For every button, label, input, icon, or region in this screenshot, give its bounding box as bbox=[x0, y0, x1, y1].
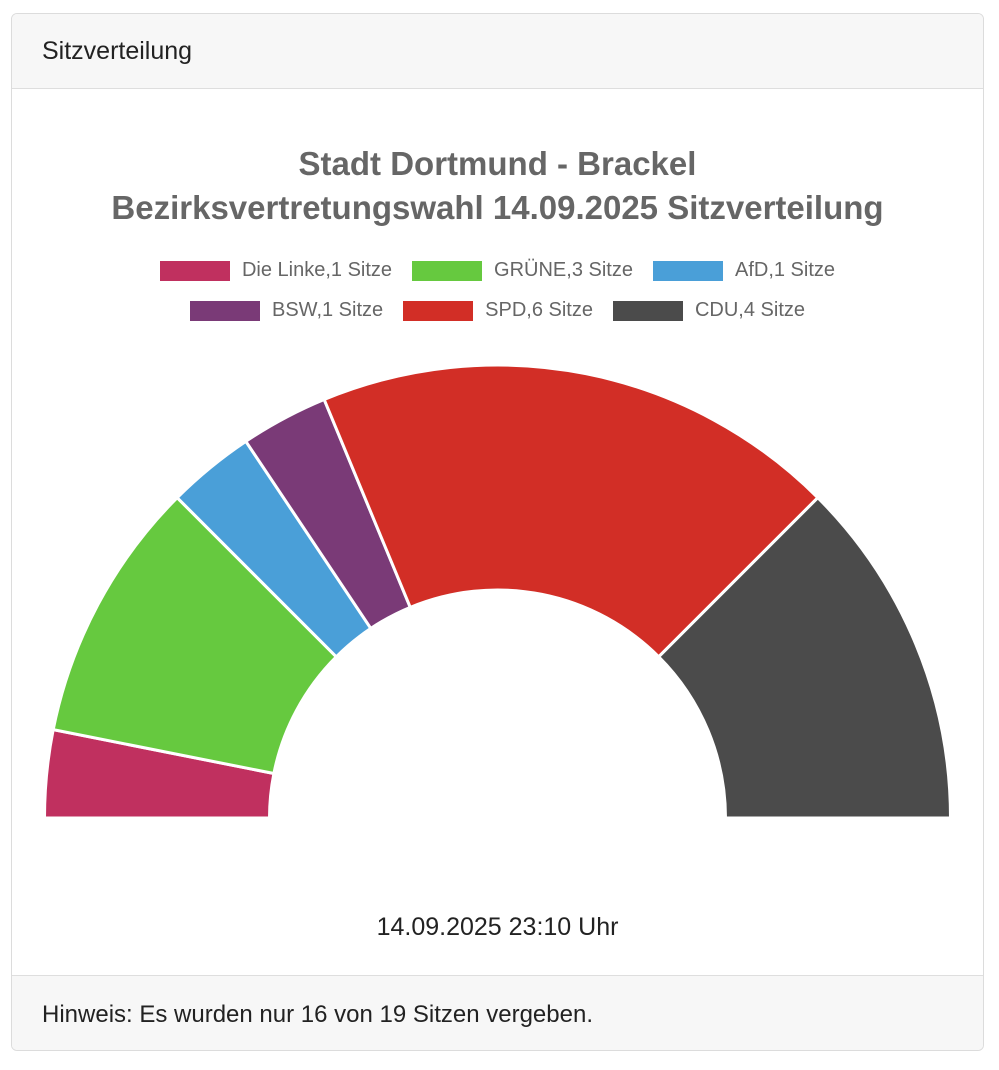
seat-chart bbox=[42, 363, 953, 820]
legend-label-bsw: BSW,1 Sitze bbox=[271, 299, 384, 321]
legend-swatch-cdu bbox=[612, 300, 683, 321]
chart-area: Stadt Dortmund - Brackel Bezirksvertretu… bbox=[12, 89, 983, 976]
legend-item-bsw[interactable]: BSW,1 Sitze bbox=[189, 299, 384, 322]
legend-item-afd[interactable]: AfD,1 Sitze bbox=[652, 259, 836, 282]
card-title: Sitzverteilung bbox=[42, 37, 193, 65]
legend-label-gruene: GRÜNE,3 Sitze bbox=[494, 259, 633, 281]
legend-swatch-spd bbox=[403, 300, 474, 321]
legend-label-spd: SPD,6 Sitze bbox=[485, 299, 593, 321]
seat-segment-spd[interactable] bbox=[322, 363, 820, 659]
card-footer: Hinweis: Es wurden nur 16 von 19 Sitzen … bbox=[12, 975, 983, 1050]
chart-title-line-2: Bezirksvertretungswahl 14.09.2025 Sitzve… bbox=[111, 189, 884, 226]
seat-segment-cdu[interactable] bbox=[656, 495, 953, 820]
seat-distribution-card: Sitzverteilung Stadt Dortmund - Brackel … bbox=[11, 13, 984, 1051]
legend-label-die-linke: Die Linke,1 Sitze bbox=[241, 259, 393, 281]
legend-item-spd[interactable]: SPD,6 Sitze bbox=[403, 299, 593, 322]
card-header: Sitzverteilung bbox=[12, 14, 983, 89]
legend-item-gruene[interactable]: GRÜNE,3 Sitze bbox=[412, 259, 633, 282]
legend-swatch-afd bbox=[652, 260, 723, 281]
legend-item-cdu[interactable]: CDU,4 Sitze bbox=[612, 299, 805, 322]
footer-note: Hinweis: Es wurden nur 16 von 19 Sitzen … bbox=[42, 1001, 593, 1028]
chart-title-line-1: Stadt Dortmund - Brackel bbox=[298, 145, 697, 182]
legend-swatch-gruene bbox=[412, 260, 483, 281]
seat-segment-gr-ne[interactable] bbox=[51, 495, 339, 776]
legend-label-cdu: CDU,4 Sitze bbox=[694, 299, 805, 321]
legend-swatch-die-linke bbox=[159, 260, 230, 281]
legend-label-afd: AfD,1 Sitze bbox=[734, 259, 836, 281]
legend-item-die-linke[interactable]: Die Linke,1 Sitze bbox=[159, 259, 393, 282]
legend-swatch-bsw bbox=[189, 300, 260, 321]
legend-row-2: BSW,1 Sitze SPD,6 Sitze CDU,4 Sitze bbox=[12, 299, 983, 322]
chart-timestamp: 14.09.2025 23:10 Uhr bbox=[376, 913, 619, 941]
legend-row-1: Die Linke,1 Sitze GRÜNE,3 Sitze AfD,1 Si… bbox=[12, 259, 983, 282]
